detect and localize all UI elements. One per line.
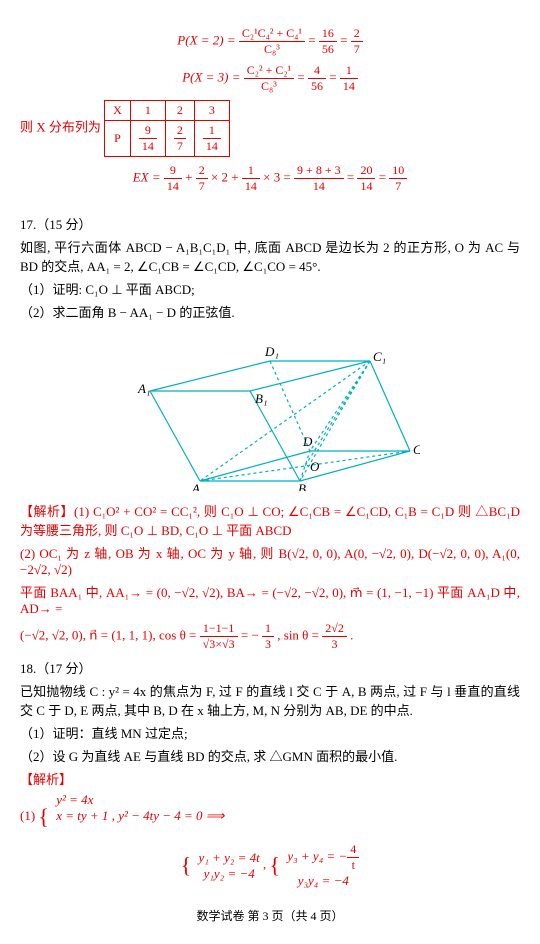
page-footer: 数学试卷 第 3 页（共 4 页） (20, 907, 520, 924)
svg-text:A₁: A₁ (137, 381, 150, 396)
q18-body: 已知抛物线 C : y² = 4x 的焦点为 F, 过 F 的直线 l 交 C … (20, 681, 520, 719)
q17-p2: （2）求二面角 B − AA₁ − D 的正弦值. (20, 302, 520, 321)
eq-p3: P(X = 3) = C₂² + C₂¹C₈³ = 456 = 114 (20, 63, 520, 94)
svg-text:D₁: D₁ (264, 344, 279, 359)
sol17-2b: 平面 BAA₁ 中, AA₁→ = (0, −√2, √2), BA→ = (−… (20, 582, 520, 617)
svg-text:B: B (298, 481, 306, 491)
q18-p2: （2）设 G 为直线 AE 与直线 BD 的交点, 求 △GMN 面积的最小值. (20, 746, 520, 765)
q18-num: 18.（17 分） (20, 658, 520, 677)
svg-text:B₁: B₁ (255, 391, 267, 406)
sol-label: 【解析】 (20, 504, 74, 519)
sol18-label: 【解析】 (20, 769, 520, 788)
q18-p1: （1）证明：直线 MN 过定点; (20, 723, 520, 742)
dist-label: 则 X 分布列为 (20, 119, 101, 134)
sol17-2a: (2) OC₁ 为 z 轴, OB 为 x 轴, OC 为 y 轴, 则 B(√… (20, 543, 520, 578)
sol17-2c: (−√2, √2, 0), n⃗ = (1, 1, 1), cos θ = 1−… (20, 621, 520, 652)
figure-parallelepiped: D₁ C₁ A₁ B₁ D C A B O (120, 331, 420, 491)
svg-text:O: O (310, 459, 320, 474)
sol18-sys1: (1) { y² = 4x x = ty + 1 , y² − 4ty − 4 … (20, 792, 520, 830)
ex-formula: EX = 914 + 27 × 2 + 114 × 3 = 9 + 8 + 31… (20, 163, 520, 194)
svg-text:C₁: C₁ (373, 349, 386, 364)
svg-text:C: C (413, 442, 420, 457)
q17-body: 如图, 平行六面体 ABCD − A₁B₁C₁D₁ 中, 底面 ABCD 是边长… (20, 237, 520, 275)
q17-num: 17.（15 分） (20, 214, 520, 233)
svg-text:D: D (302, 434, 313, 449)
sol18-sys2: { y₁ + y₂ = 4t y₁y₂ = −4 , { y₃ + y₄ = −… (20, 842, 520, 889)
dist-row: 则 X 分布列为 X123 P 914 27 114 (20, 100, 520, 157)
q17-p1: （1）证明: C₁O ⊥ 平面 ABCD; (20, 279, 520, 298)
dist-table: X123 P 914 27 114 (104, 100, 230, 157)
svg-text:A: A (191, 481, 200, 491)
eq-p2: P(X = 2) = C₂¹C₄² + C₄¹C₈³ = 1656 = 27 (20, 26, 520, 57)
sol17-1: 【解析】(1) C₁O² + CO² = CC₁², 则 C₁O ⊥ CO; ∠… (20, 501, 520, 539)
